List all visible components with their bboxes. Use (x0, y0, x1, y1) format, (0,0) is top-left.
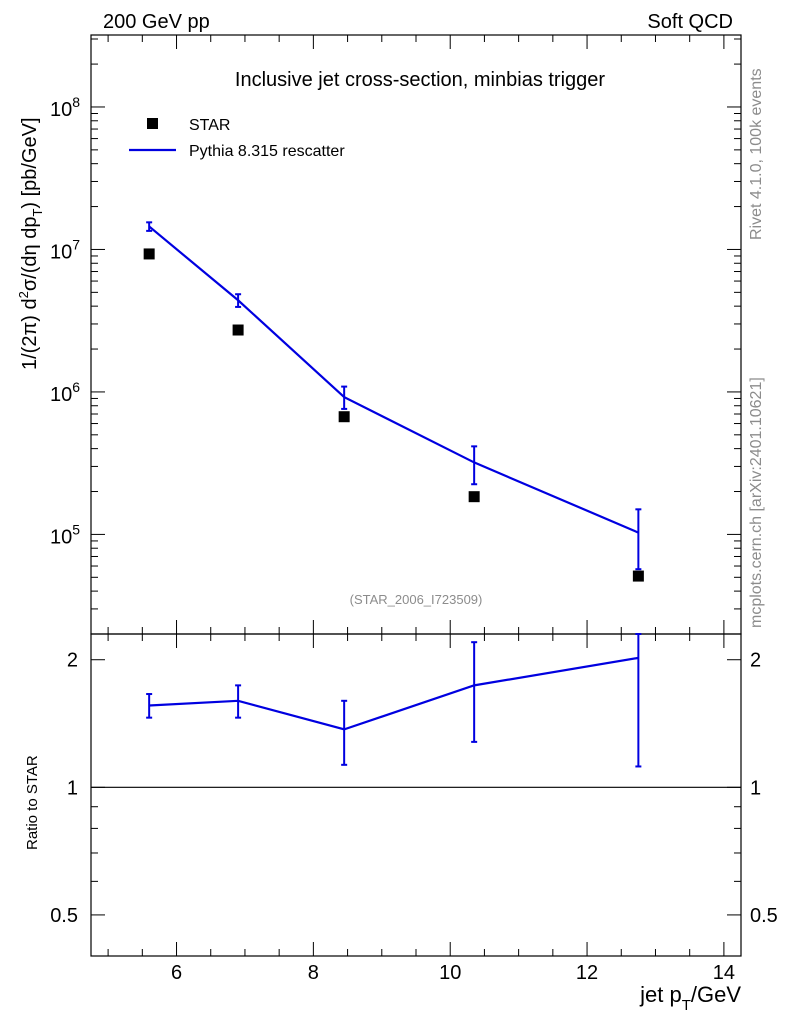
x-axis-title: jet pT/GeV (639, 982, 741, 1014)
legend-star-marker (147, 118, 158, 129)
ratio-y-tick-label-right: 2 (750, 650, 761, 672)
header-left: 200 GeV pp (103, 11, 210, 33)
header-right: Soft QCD (647, 11, 733, 33)
ratio-y-tick-label-right: 1 (750, 777, 761, 799)
legend: STAR Pythia 8.315 rescatter (129, 117, 345, 160)
main-data-marks (143, 221, 644, 582)
main-axis-ticks (91, 35, 741, 635)
x-tick-label: 10 (439, 962, 461, 984)
main-y-tick-labels: 105 106 107 108 (50, 94, 80, 548)
y-tick-label: 107 (50, 236, 80, 263)
ratio-y-tick-label: 1 (67, 777, 78, 799)
x-tick-label: 14 (713, 962, 735, 984)
ratio-y-axis-title: Ratio to STAR (24, 755, 41, 850)
star-data-point (143, 248, 155, 260)
ratio-y-tick-labels: 0.5 1 2 0.5 1 2 (50, 650, 778, 927)
y-tick-label: 108 (50, 94, 80, 121)
pythia-line (148, 225, 639, 534)
chart-title: Inclusive jet cross-section, minbias tri… (235, 69, 605, 91)
star-data-point (468, 491, 480, 503)
y-tick-label: 105 (50, 521, 80, 548)
y-tick-label: 106 (50, 379, 80, 406)
rivet-label: Rivet 4.1.0, 100k events (748, 68, 765, 240)
ratio-y-tick-label-right: 0.5 (750, 905, 778, 927)
ratio-axis-ticks (91, 634, 741, 956)
legend-pythia-label: Pythia 8.315 rescatter (189, 143, 345, 160)
ratio-data-marks (91, 633, 741, 788)
mcplots-label: mcplots.cern.ch [arXiv:2401.10621] (748, 377, 765, 628)
x-tick-label: 8 (308, 962, 319, 984)
analysis-id: (STAR_2006_I723509) (350, 592, 483, 607)
ratio-line (149, 656, 639, 731)
ratio-y-tick-label: 0.5 (50, 905, 78, 927)
x-tick-label: 6 (171, 962, 182, 984)
x-tick-label: 12 (576, 962, 598, 984)
star-data-point (338, 411, 350, 423)
star-data-point (232, 324, 244, 336)
legend-star-label: STAR (189, 117, 230, 134)
x-tick-labels: 6 8 10 12 14 (171, 962, 735, 984)
ratio-y-tick-label: 2 (67, 650, 78, 672)
ratio-plot-frame (90, 633, 742, 957)
main-y-axis-title: 1/(2π) d2σ/(dη dpT) [pb/GeV] (16, 117, 45, 370)
star-data-point (632, 570, 644, 582)
